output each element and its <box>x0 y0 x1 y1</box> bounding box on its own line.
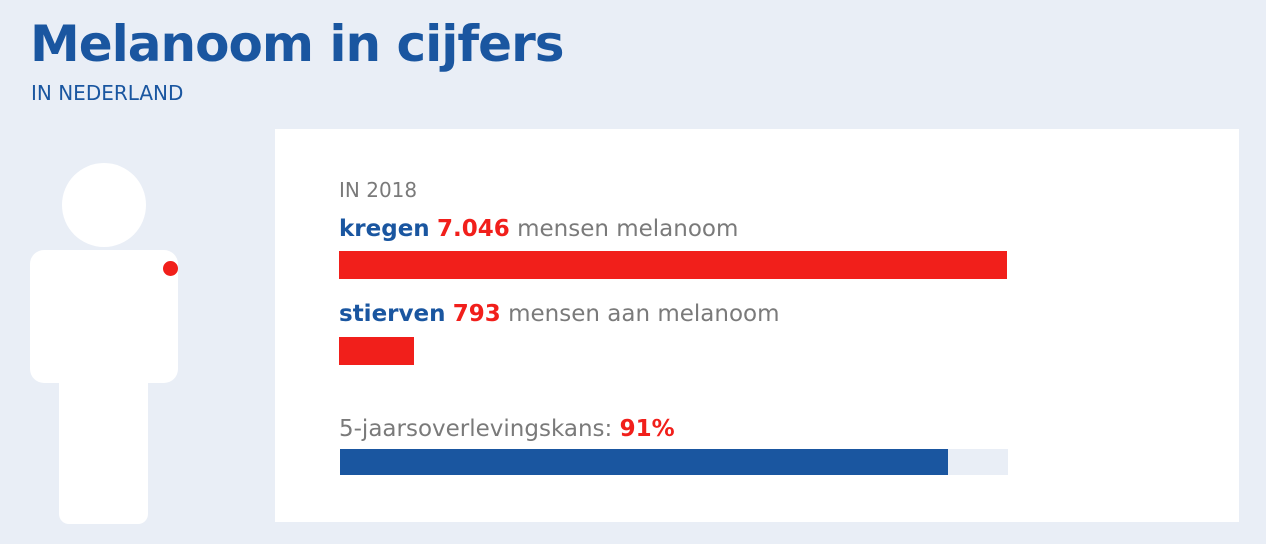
year-label: IN 2018 <box>339 178 418 202</box>
person-legs-shape <box>59 370 148 524</box>
person-body-shape <box>30 250 178 383</box>
incidence-bar <box>339 251 1007 279</box>
incidence-label: kregen 7.046 mensen melanoom <box>339 214 738 244</box>
survival-bar-track <box>340 449 1008 475</box>
survival-bar <box>340 449 948 475</box>
person-head-shape <box>62 163 146 247</box>
survival-prefix: 5-jaarsoverlevingskans: <box>339 416 613 442</box>
mortality-bar <box>339 337 414 365</box>
melanoma-spot-icon <box>163 261 178 276</box>
page-subtitle: IN NEDERLAND <box>31 81 184 105</box>
incidence-value: 7.046 <box>437 216 510 242</box>
person-figure-icon <box>0 0 260 544</box>
survival-value: 91% <box>619 416 675 442</box>
incidence-prefix: kregen <box>339 216 430 242</box>
stats-card: IN 2018 kregen 7.046 mensen melanoom sti… <box>275 129 1239 522</box>
mortality-bar-track <box>339 337 1007 365</box>
mortality-suffix: mensen aan melanoom <box>508 301 780 327</box>
survival-label: 5-jaarsoverlevingskans: 91% <box>339 414 675 444</box>
incidence-suffix: mensen melanoom <box>517 216 739 242</box>
mortality-label: stierven 793 mensen aan melanoom <box>339 299 780 329</box>
mortality-prefix: stierven <box>339 301 446 327</box>
page-title: Melanoom in cijfers <box>30 15 564 73</box>
incidence-bar-track <box>339 251 1007 279</box>
mortality-value: 793 <box>452 301 501 327</box>
